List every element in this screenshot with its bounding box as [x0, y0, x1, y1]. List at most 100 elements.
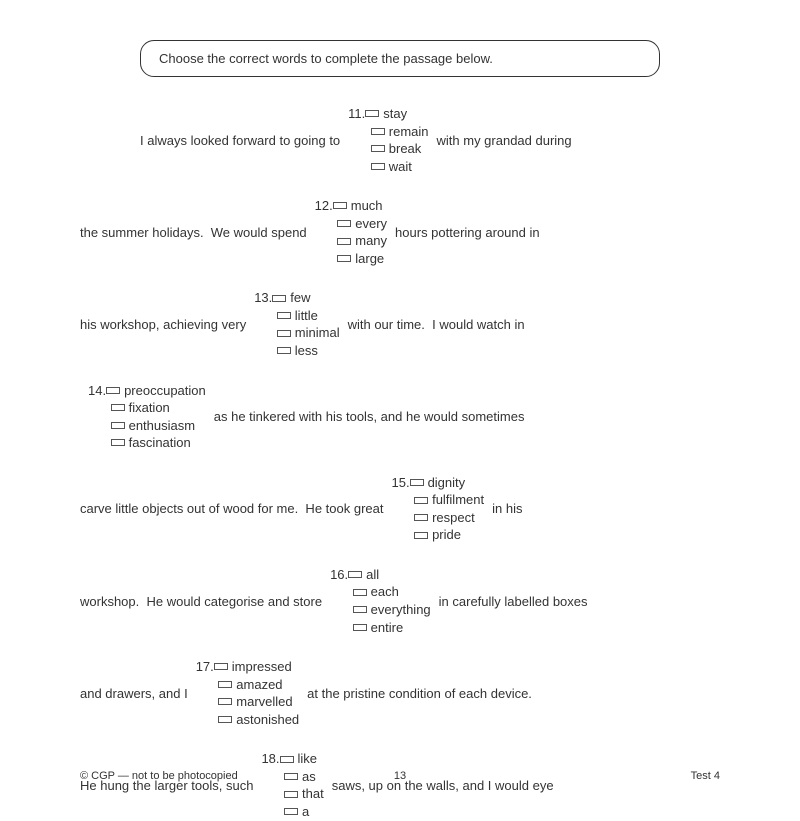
question-number: 17. — [196, 658, 214, 676]
checkbox-icon[interactable] — [337, 220, 351, 227]
checkbox-icon[interactable] — [284, 791, 298, 798]
checkbox-icon[interactable] — [348, 571, 362, 578]
text-fragment: the summer holidays. We would spend — [80, 225, 307, 240]
choice-label: fulfilment — [432, 491, 484, 509]
choice-option[interactable]: 17. impressed — [196, 658, 299, 676]
choice-option[interactable]: break — [348, 140, 428, 158]
choice-label: less — [295, 342, 318, 360]
choice-option[interactable]: that — [261, 785, 323, 803]
checkbox-icon[interactable] — [106, 387, 120, 394]
choice-block: 13. fewlittleminimalless — [254, 289, 339, 359]
choice-option[interactable]: astonished — [196, 711, 299, 729]
choice-block: 18. likeasthata — [261, 750, 323, 820]
choice-option[interactable]: many — [315, 232, 387, 250]
choice-block: 14. preoccupationfixationenthusiasmfasci… — [88, 382, 206, 452]
text-fragment: his workshop, achieving very — [80, 317, 246, 332]
checkbox-icon[interactable] — [371, 163, 385, 170]
text-fragment: I always looked forward to going to — [140, 133, 340, 148]
choice-option[interactable]: enthusiasm — [88, 417, 206, 435]
checkbox-icon[interactable] — [272, 295, 286, 302]
choice-label: every — [355, 215, 387, 233]
checkbox-icon[interactable] — [111, 422, 125, 429]
checkbox-icon[interactable] — [337, 238, 351, 245]
choice-option[interactable]: entire — [330, 619, 431, 637]
choice-option[interactable]: 11. stay — [348, 105, 428, 123]
checkbox-icon[interactable] — [414, 532, 428, 539]
choice-label: entire — [371, 619, 404, 637]
choice-label: all — [366, 566, 379, 584]
checkbox-icon[interactable] — [414, 514, 428, 521]
checkbox-icon[interactable] — [371, 145, 385, 152]
checkbox-icon[interactable] — [214, 663, 228, 670]
checkbox-icon[interactable] — [414, 497, 428, 504]
passage-line: carve little objects out of wood for me.… — [80, 474, 720, 544]
checkbox-icon[interactable] — [365, 110, 379, 117]
choice-block: 11. stayremainbreakwait — [348, 105, 428, 175]
choice-option[interactable]: less — [254, 342, 339, 360]
checkbox-icon[interactable] — [218, 716, 232, 723]
text-fragment: workshop. He would categorise and store — [80, 594, 322, 609]
choice-option[interactable]: pride — [391, 526, 484, 544]
checkbox-icon[interactable] — [353, 589, 367, 596]
choice-label: amazed — [236, 676, 282, 694]
choice-option[interactable]: 15. dignity — [391, 474, 484, 492]
choice-option[interactable]: remain — [348, 123, 428, 141]
passage-line: workshop. He would categorise and store 1… — [80, 566, 720, 636]
checkbox-icon[interactable] — [284, 808, 298, 815]
checkbox-icon[interactable] — [410, 479, 424, 486]
passage-line: I always looked forward to going to 11. s… — [80, 105, 720, 175]
checkbox-icon[interactable] — [111, 404, 125, 411]
passage-line: the summer holidays. We would spend 12. m… — [80, 197, 720, 267]
choice-option[interactable]: 18. like — [261, 750, 323, 768]
checkbox-icon[interactable] — [277, 347, 291, 354]
choice-option[interactable]: fascination — [88, 434, 206, 452]
choice-option[interactable]: everything — [330, 601, 431, 619]
checkbox-icon[interactable] — [353, 624, 367, 631]
choice-option[interactable]: a — [261, 803, 323, 821]
choice-option[interactable]: fulfilment — [391, 491, 484, 509]
instruction-box: Choose the correct words to complete the… — [140, 40, 660, 77]
instruction-text: Choose the correct words to complete the… — [159, 51, 493, 66]
choice-option[interactable]: 16. all — [330, 566, 431, 584]
choice-label: much — [351, 197, 383, 215]
choice-label: respect — [432, 509, 475, 527]
checkbox-icon[interactable] — [280, 756, 294, 763]
choice-option[interactable]: every — [315, 215, 387, 233]
choice-label: that — [302, 785, 324, 803]
checkbox-icon[interactable] — [353, 606, 367, 613]
passage-line: He hung the larger tools, such18. likeas… — [80, 750, 720, 820]
checkbox-icon[interactable] — [218, 698, 232, 705]
text-fragment: as he tinkered with his tools, and he wo… — [214, 409, 525, 424]
choice-option[interactable]: amazed — [196, 676, 299, 694]
checkbox-icon[interactable] — [111, 439, 125, 446]
choice-option[interactable]: fixation — [88, 399, 206, 417]
checkbox-icon[interactable] — [277, 330, 291, 337]
choice-block: 12. mucheverymanylarge — [315, 197, 387, 267]
choice-label: many — [355, 232, 387, 250]
choice-option[interactable]: 12. much — [315, 197, 387, 215]
checkbox-icon[interactable] — [218, 681, 232, 688]
footer-right: Test 4 — [691, 770, 720, 782]
question-number: 14. — [88, 382, 106, 400]
question-number: 16. — [330, 566, 348, 584]
choice-option[interactable]: marvelled — [196, 693, 299, 711]
choice-label: fixation — [129, 399, 170, 417]
choice-label: large — [355, 250, 384, 268]
choice-option[interactable]: respect — [391, 509, 484, 527]
choice-label: remain — [389, 123, 429, 141]
question-number: 12. — [315, 197, 333, 215]
checkbox-icon[interactable] — [333, 202, 347, 209]
choice-label: each — [371, 583, 399, 601]
checkbox-icon[interactable] — [277, 312, 291, 319]
checkbox-icon[interactable] — [371, 128, 385, 135]
question-number: 15. — [391, 474, 409, 492]
checkbox-icon[interactable] — [337, 255, 351, 262]
choice-option[interactable]: wait — [348, 158, 428, 176]
choice-option[interactable]: 14. preoccupation — [88, 382, 206, 400]
choice-label: a — [302, 803, 309, 821]
choice-option[interactable]: 13. few — [254, 289, 339, 307]
choice-option[interactable]: large — [315, 250, 387, 268]
choice-option[interactable]: minimal — [254, 324, 339, 342]
choice-option[interactable]: each — [330, 583, 431, 601]
choice-option[interactable]: little — [254, 307, 339, 325]
